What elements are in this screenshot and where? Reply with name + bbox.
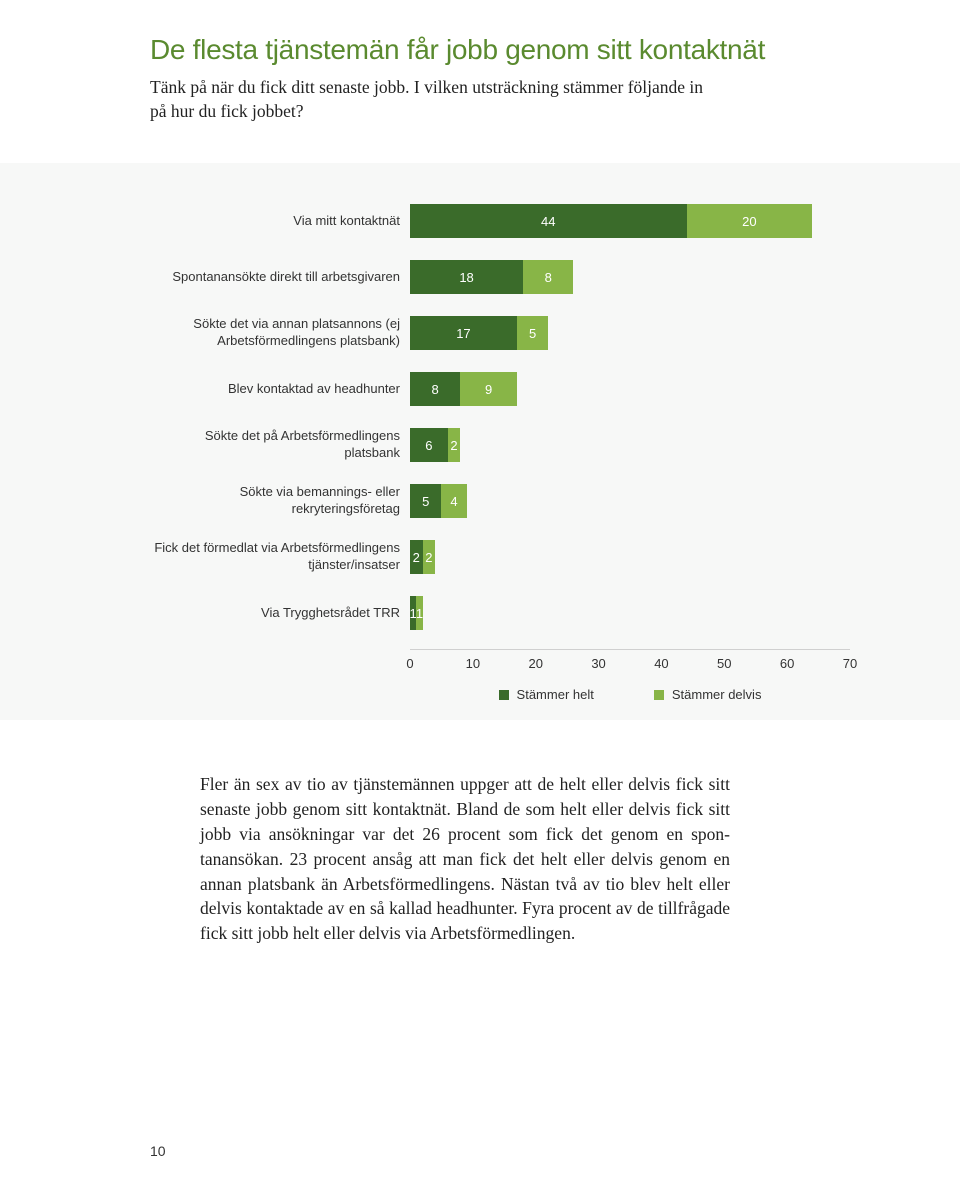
chart-bar-track: 175 bbox=[410, 316, 850, 350]
legend-item-delvis: Stämmer delvis bbox=[654, 687, 762, 702]
bar-segment-helt: 5 bbox=[410, 484, 441, 518]
bar-segment-delvis: 9 bbox=[460, 372, 517, 406]
body-paragraph: Fler än sex av tio av tjänstemännen uppg… bbox=[150, 772, 730, 946]
chart-row: Via Trygghetsrådet TRR11 bbox=[150, 593, 850, 633]
bar-segment-delvis: 2 bbox=[423, 540, 436, 574]
chart-row: Via mitt kontaktnät4420 bbox=[150, 201, 850, 241]
chart-row: Blev kontaktad av headhunter89 bbox=[150, 369, 850, 409]
chart-row-label: Via mitt kontaktnät bbox=[150, 213, 410, 230]
chart-row-label: Sökte det via annan platsannons (ej Arbe… bbox=[150, 316, 410, 350]
chart-bar-track: 4420 bbox=[410, 204, 850, 238]
legend-label-helt: Stämmer helt bbox=[517, 687, 594, 702]
x-tick: 30 bbox=[591, 656, 605, 671]
legend-label-delvis: Stämmer delvis bbox=[672, 687, 762, 702]
chart-row-label: Spontanansökte direkt till arbetsgivaren bbox=[150, 269, 410, 286]
bar-segment-helt: 8 bbox=[410, 372, 460, 406]
chart-bar-track: 54 bbox=[410, 484, 850, 518]
page-number: 10 bbox=[150, 1143, 166, 1159]
bar-segment-helt: 6 bbox=[410, 428, 448, 462]
x-tick: 10 bbox=[466, 656, 480, 671]
legend-item-helt: Stämmer helt bbox=[499, 687, 594, 702]
legend-swatch-delvis bbox=[654, 690, 664, 700]
chart-row: Sökte via bemannings- eller rekryterings… bbox=[150, 481, 850, 521]
page-subtitle: Tänk på när du fick ditt senaste jobb. I… bbox=[150, 76, 710, 123]
x-tick: 20 bbox=[528, 656, 542, 671]
chart-row: Fick det förmedlat via Arbetsförmedlinge… bbox=[150, 537, 850, 577]
page-title: De flesta tjänstemän får jobb genom sitt… bbox=[150, 34, 880, 66]
chart-row-label: Fick det förmedlat via Arbetsförmedlinge… bbox=[150, 540, 410, 574]
chart-row-label: Sökte via bemannings- eller rekryterings… bbox=[150, 484, 410, 518]
bar-segment-helt: 2 bbox=[410, 540, 423, 574]
bar-segment-helt: 18 bbox=[410, 260, 523, 294]
bar-segment-delvis: 8 bbox=[523, 260, 573, 294]
bar-segment-helt: 44 bbox=[410, 204, 687, 238]
bar-segment-delvis: 4 bbox=[441, 484, 466, 518]
chart-row: Sökte det via annan platsannons (ej Arbe… bbox=[150, 313, 850, 353]
chart-bar-track: 22 bbox=[410, 540, 850, 574]
chart-x-axis: 010203040506070 bbox=[410, 649, 850, 673]
bar-segment-delvis: 20 bbox=[687, 204, 813, 238]
legend-swatch-helt bbox=[499, 690, 509, 700]
bar-segment-helt: 17 bbox=[410, 316, 517, 350]
bar-segment-delvis: 1 bbox=[416, 596, 422, 630]
x-tick: 50 bbox=[717, 656, 731, 671]
chart-row: Sökte det på Arbetsförmedlingens platsba… bbox=[150, 425, 850, 465]
x-tick: 0 bbox=[406, 656, 413, 671]
chart-legend: Stämmer helt Stämmer delvis bbox=[410, 687, 850, 702]
chart-bar-track: 62 bbox=[410, 428, 850, 462]
chart-bar-track: 11 bbox=[410, 596, 850, 630]
x-tick: 40 bbox=[654, 656, 668, 671]
chart-container: Via mitt kontaktnät4420Spontanansökte di… bbox=[0, 163, 960, 720]
x-tick: 60 bbox=[780, 656, 794, 671]
chart-row-label: Blev kontaktad av headhunter bbox=[150, 381, 410, 398]
chart-row-label: Via Trygghetsrådet TRR bbox=[150, 605, 410, 622]
chart-row: Spontanansökte direkt till arbetsgivaren… bbox=[150, 257, 850, 297]
chart-bar-track: 89 bbox=[410, 372, 850, 406]
bar-segment-delvis: 5 bbox=[517, 316, 548, 350]
chart-row-label: Sökte det på Arbetsförmedlingens platsba… bbox=[150, 428, 410, 462]
x-tick: 70 bbox=[843, 656, 857, 671]
bar-segment-delvis: 2 bbox=[448, 428, 461, 462]
chart-bar-track: 188 bbox=[410, 260, 850, 294]
